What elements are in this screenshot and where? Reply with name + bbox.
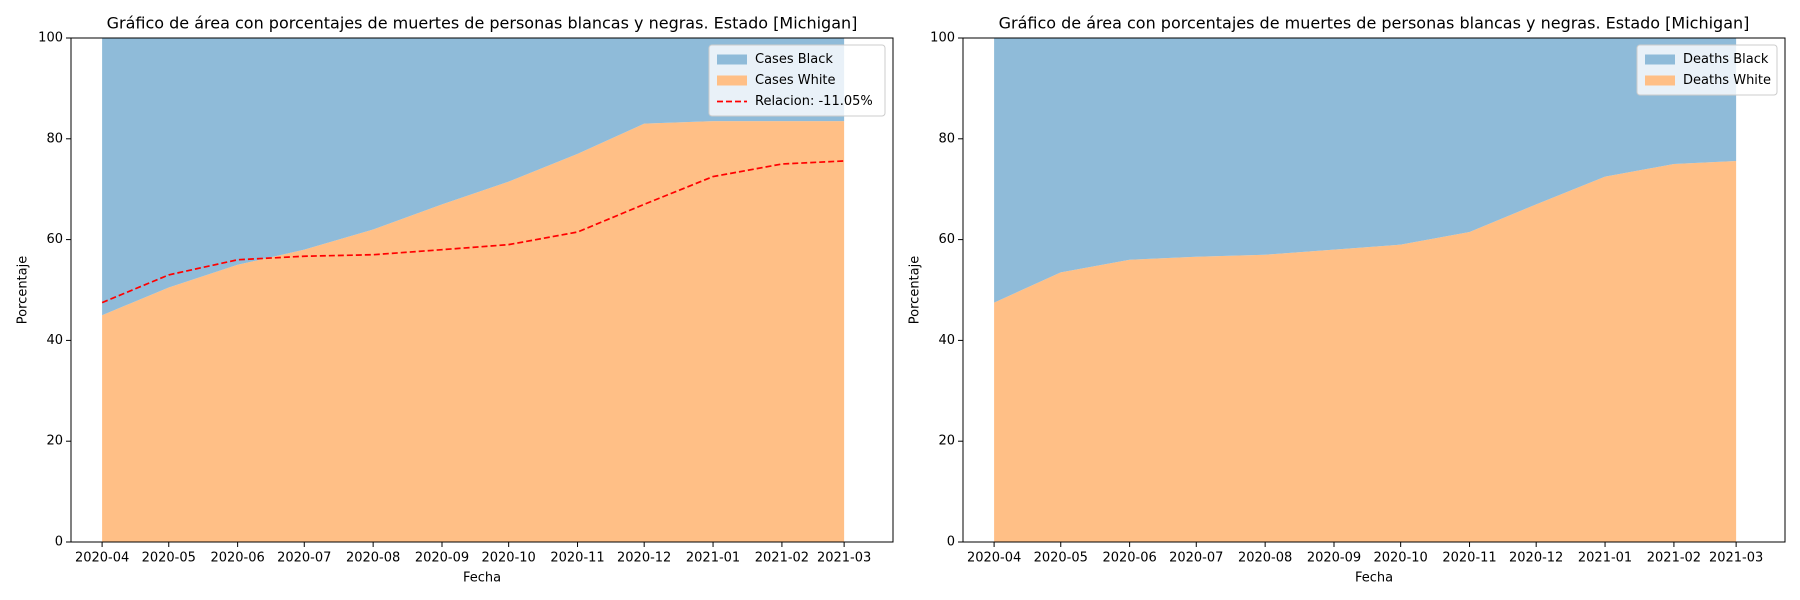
x-tick-label: 2020-07 xyxy=(1169,551,1223,566)
chart-title: Gráfico de área con porcentajes de muert… xyxy=(999,14,1750,33)
y-tick-label: 100 xyxy=(930,31,955,46)
area xyxy=(994,38,1737,303)
x-axis-label: Fecha xyxy=(1355,571,1393,586)
subplot: 0 20 40 60 80 100 2020-04 2020-05 2020-06 2020-07… xyxy=(16,14,894,586)
subplot: 0 20 40 60 80 100 2020-04 2020-05 2020-06 2020-07… xyxy=(908,14,1786,586)
x-tick-label: 2020-10 xyxy=(1373,551,1427,566)
x-tick-label: 2021-02 xyxy=(755,551,809,566)
y-tick-label: 20 xyxy=(938,434,955,449)
legend-label: Relacion: -11.05% xyxy=(755,94,873,109)
legend-label: Cases White xyxy=(755,73,836,88)
x-tick-label: 2020-08 xyxy=(346,551,400,566)
y-tick-label: 0 xyxy=(947,535,955,550)
plot-frame xyxy=(70,37,894,543)
legend-swatch xyxy=(717,75,747,86)
y-axis-label: Porcentaje xyxy=(16,256,31,324)
area xyxy=(102,121,845,542)
y-tick-label: 20 xyxy=(46,434,63,449)
legend-swatch xyxy=(1645,54,1675,65)
legend-label: Deaths White xyxy=(1683,73,1771,88)
x-tick-label: 2021-03 xyxy=(1709,551,1763,566)
x-tick-label: 2020-10 xyxy=(481,551,535,566)
x-tick-label: 2020-09 xyxy=(1307,551,1361,566)
y-tick-label: 40 xyxy=(46,333,63,348)
area xyxy=(994,160,1737,542)
x-tick-label: 2020-07 xyxy=(277,551,331,566)
x-tick-label: 2021-02 xyxy=(1647,551,1701,566)
legend-label: Cases Black xyxy=(755,52,833,67)
y-tick-label: 80 xyxy=(46,131,63,146)
y-tick-label: 60 xyxy=(46,232,63,247)
x-tick-label: 2020-04 xyxy=(967,551,1021,566)
x-tick-label: 2020-12 xyxy=(617,551,671,566)
y-tick-label: 80 xyxy=(938,131,955,146)
x-tick-label: 2020-08 xyxy=(1238,551,1292,566)
x-tick-label: 2020-06 xyxy=(1102,551,1156,566)
x-tick-label: 2021-03 xyxy=(817,551,871,566)
legend-swatch xyxy=(717,54,747,65)
x-tick-label: 2021-01 xyxy=(686,551,740,566)
legend: Cases Black Cases White Relacion: -11.05% xyxy=(708,44,886,117)
x-tick-label: 2020-04 xyxy=(75,551,129,566)
x-tick-label: 2021-01 xyxy=(1578,551,1632,566)
y-tick-label: 40 xyxy=(938,333,955,348)
legend-label: Deaths Black xyxy=(1683,52,1769,67)
area xyxy=(102,38,845,316)
x-tick-label: 2020-09 xyxy=(415,551,469,566)
x-tick-label: 2020-11 xyxy=(550,551,604,566)
plot-frame xyxy=(962,37,1786,543)
y-axis-label: Porcentaje xyxy=(908,256,923,324)
y-tick-label: 60 xyxy=(938,232,955,247)
y-tick-label: 0 xyxy=(55,535,63,550)
line xyxy=(101,160,845,304)
y-tick-label: 100 xyxy=(38,31,63,46)
x-tick-label: 2020-05 xyxy=(142,551,196,566)
chart-title: Gráfico de área con porcentajes de muert… xyxy=(107,14,858,33)
x-tick-label: 2020-05 xyxy=(1034,551,1088,566)
legend-box xyxy=(708,44,886,117)
x-tick-label: 2020-12 xyxy=(1509,551,1563,566)
x-tick-label: 2020-06 xyxy=(210,551,264,566)
legend-swatch xyxy=(1645,75,1675,86)
x-axis-label: Fecha xyxy=(463,571,501,586)
legend: Deaths Black Deaths White xyxy=(1636,44,1778,96)
x-tick-label: 2020-11 xyxy=(1442,551,1496,566)
